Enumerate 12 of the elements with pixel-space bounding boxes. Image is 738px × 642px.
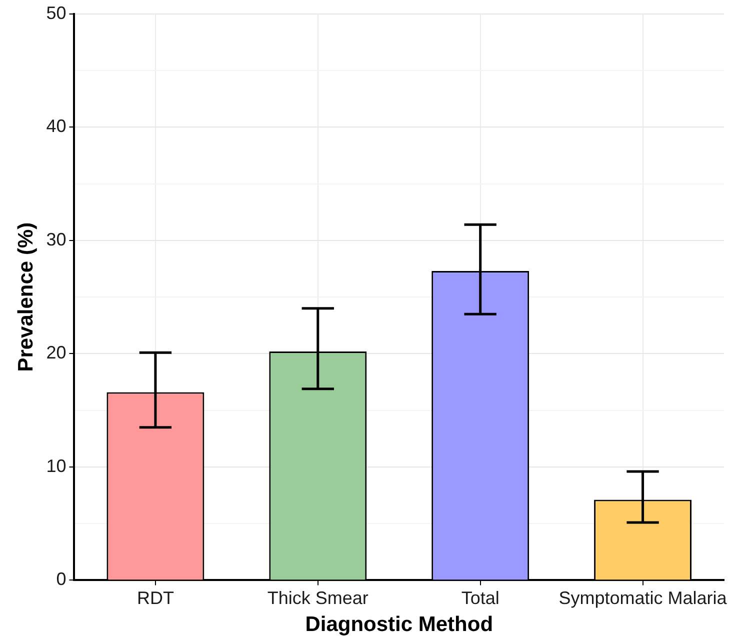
y-tick-label: 40: [46, 116, 66, 136]
y-tick-label: 30: [46, 229, 66, 250]
y-tick-label: 20: [46, 342, 66, 363]
x-tick-label: RDT: [136, 588, 174, 608]
x-tick-label: Symptomatic Malaria: [558, 588, 728, 608]
y-tick-label: 0: [56, 569, 66, 590]
y-axis-title: Prevalence (%): [14, 222, 38, 372]
x-tick-label: Total: [461, 588, 500, 608]
y-tick-label: 50: [46, 2, 66, 23]
x-tick-label: Thick Smear: [267, 588, 368, 608]
x-axis-title: Diagnostic Method: [305, 613, 494, 636]
y-tick-label: 10: [46, 456, 66, 476]
